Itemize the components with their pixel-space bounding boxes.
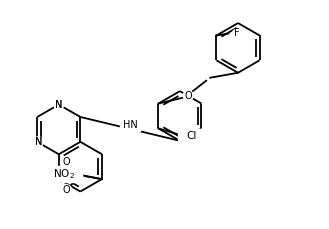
Text: O: O xyxy=(185,91,192,101)
Circle shape xyxy=(61,157,71,168)
Circle shape xyxy=(33,137,43,147)
Bar xyxy=(46,166,82,182)
Circle shape xyxy=(232,30,240,38)
Text: Cl: Cl xyxy=(186,131,197,141)
Text: O: O xyxy=(62,157,70,167)
Circle shape xyxy=(183,91,193,101)
Text: N: N xyxy=(35,137,42,147)
Bar xyxy=(178,129,202,143)
Text: F: F xyxy=(234,28,239,38)
Bar xyxy=(120,119,140,131)
Text: NO$_2$: NO$_2$ xyxy=(53,167,75,181)
Text: N: N xyxy=(55,100,63,109)
Text: N: N xyxy=(55,100,63,109)
Text: O: O xyxy=(62,185,70,195)
Text: HN: HN xyxy=(123,120,138,130)
Circle shape xyxy=(54,100,64,109)
Text: N: N xyxy=(35,137,42,147)
Circle shape xyxy=(61,185,71,196)
